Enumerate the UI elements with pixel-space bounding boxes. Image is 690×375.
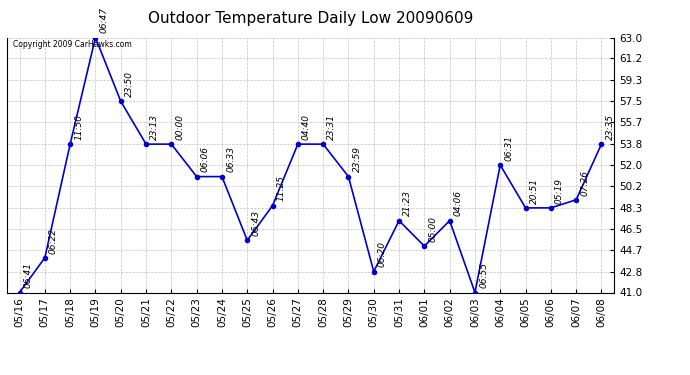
- Text: 06:43: 06:43: [251, 210, 260, 236]
- Text: 06:22: 06:22: [49, 228, 58, 254]
- Text: 06:47: 06:47: [99, 8, 108, 33]
- Text: 21:23: 21:23: [403, 190, 412, 216]
- Text: Outdoor Temperature Daily Low 20090609: Outdoor Temperature Daily Low 20090609: [148, 11, 473, 26]
- Text: 06:20: 06:20: [378, 242, 387, 267]
- Text: 23:31: 23:31: [327, 114, 336, 140]
- Text: 00:00: 00:00: [175, 114, 184, 140]
- Text: 11:25: 11:25: [277, 176, 286, 201]
- Text: 11:50: 11:50: [75, 114, 83, 140]
- Text: 06:31: 06:31: [504, 135, 513, 161]
- Text: 06:06: 06:06: [201, 146, 210, 172]
- Text: 20:51: 20:51: [530, 178, 539, 204]
- Text: 05:00: 05:00: [428, 216, 437, 242]
- Text: 07:26: 07:26: [580, 170, 589, 196]
- Text: 06:55: 06:55: [479, 262, 488, 288]
- Text: 23:50: 23:50: [125, 71, 134, 97]
- Text: 06:41: 06:41: [23, 262, 32, 288]
- Text: 04:06: 04:06: [454, 190, 463, 216]
- Text: 05:19: 05:19: [555, 178, 564, 204]
- Text: 23:59: 23:59: [353, 146, 362, 172]
- Text: 23:35: 23:35: [606, 114, 615, 140]
- Text: 06:33: 06:33: [226, 146, 235, 172]
- Text: 23:13: 23:13: [150, 114, 159, 140]
- Text: 04:40: 04:40: [302, 114, 311, 140]
- Text: Copyright 2009 CarHawks.com: Copyright 2009 CarHawks.com: [13, 40, 132, 49]
